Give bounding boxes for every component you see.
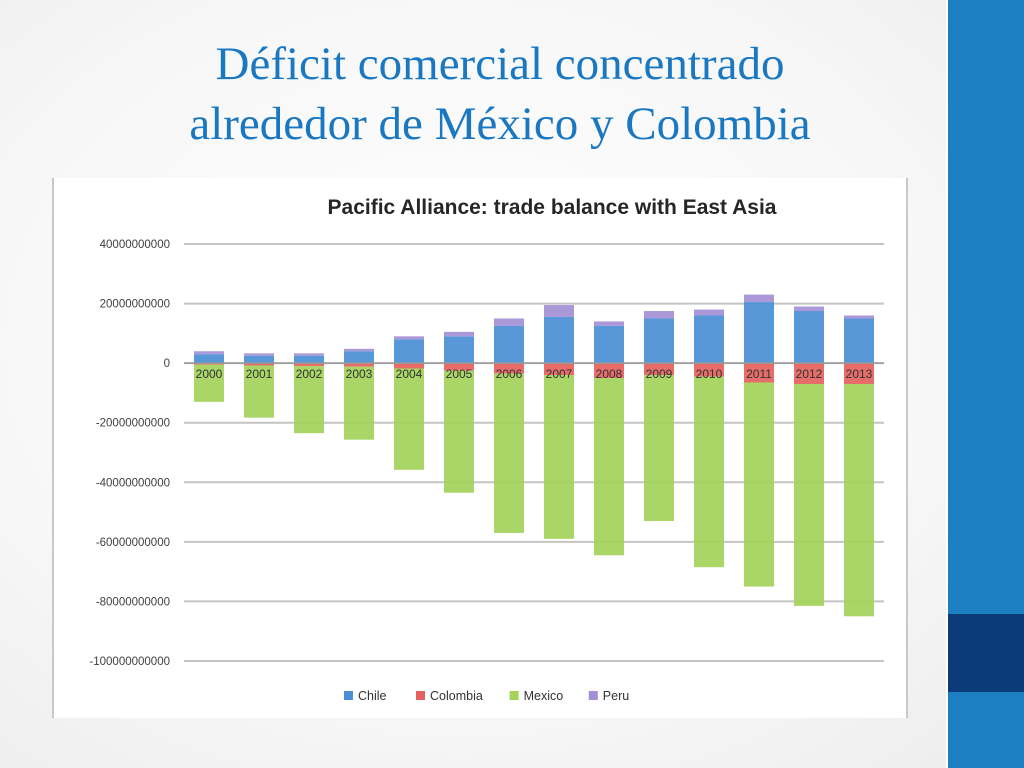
bar-colombia-2013 — [844, 363, 874, 384]
x-tick-label: 2011 — [746, 367, 772, 381]
x-tick-label: 2000 — [196, 367, 223, 381]
bar-mexico-2003 — [344, 366, 374, 440]
bar-peru-2009 — [644, 311, 674, 319]
bar-chile-2000 — [194, 354, 224, 364]
bar-peru-2007 — [544, 305, 574, 317]
bar-chile-2013 — [844, 318, 874, 364]
legend-label-colombia: Colombia — [430, 689, 483, 703]
x-tick-label: 2012 — [796, 367, 823, 381]
bar-mexico-2007 — [544, 375, 574, 539]
bar-colombia-2001 — [244, 363, 274, 366]
slide-title-line-1: Déficit comercial concentrado — [215, 38, 785, 90]
bar-chile-2010 — [694, 315, 724, 364]
legend-swatch-peru — [588, 691, 598, 700]
bar-mexico-2013 — [844, 383, 874, 617]
bar-peru-2006 — [494, 318, 524, 326]
x-tick-label: 2009 — [646, 367, 673, 381]
bar-chile-2012 — [794, 311, 824, 364]
bar-peru-2008 — [594, 321, 624, 326]
bar-colombia-2010 — [694, 363, 724, 377]
bar-chile-2001 — [244, 355, 274, 364]
bar-peru-2003 — [344, 348, 374, 352]
bar-chile-2005 — [444, 336, 474, 364]
x-tick-label: 2003 — [346, 367, 373, 381]
bar-chile-2006 — [494, 325, 524, 364]
y-tick-label: 40000000000 — [100, 239, 170, 251]
bar-colombia-2012 — [794, 363, 824, 384]
bar-mexico-2009 — [644, 375, 674, 522]
bar-mexico-2008 — [594, 378, 624, 556]
bar-peru-2002 — [294, 353, 324, 356]
x-tick-label: 2002 — [296, 367, 323, 381]
bar-chile-2011 — [744, 302, 774, 364]
x-tick-label: 2007 — [546, 367, 573, 381]
x-tick-label: 2006 — [496, 367, 523, 381]
chart-frame: Pacific Alliance: trade balance with Eas… — [52, 178, 908, 718]
bar-colombia-2008 — [594, 363, 624, 379]
bar-mexico-2011 — [744, 382, 774, 587]
bar-mexico-2000 — [194, 364, 224, 402]
bar-peru-2005 — [444, 331, 474, 337]
bar-peru-2004 — [394, 336, 424, 340]
bar-chile-2007 — [544, 316, 574, 364]
bar-colombia-2007 — [544, 363, 574, 376]
x-tick-label: 2010 — [696, 367, 723, 381]
slide-title-line-2: alrededor de México y Colombia — [189, 98, 811, 150]
y-tick-label: -80000000000 — [96, 596, 170, 608]
side-bar-divider — [946, 0, 948, 768]
bar-colombia-2005 — [444, 363, 474, 371]
bar-peru-2000 — [194, 351, 224, 355]
bar-mexico-2006 — [494, 373, 524, 533]
legend-swatch-mexico — [509, 691, 519, 700]
trade-balance-chart: Pacific Alliance: trade balance with Eas… — [89, 196, 884, 703]
bar-mexico-2002 — [294, 366, 324, 434]
bar-colombia-2002 — [294, 363, 324, 367]
legend-label-chile: Chile — [358, 689, 387, 703]
x-tick-label: 2005 — [446, 367, 473, 381]
bar-chile-2003 — [344, 351, 374, 364]
side-bar-accent — [948, 614, 1024, 692]
bar-mexico-2001 — [244, 365, 274, 418]
x-tick-label: 2013 — [846, 367, 873, 381]
x-tick-label: 2001 — [246, 367, 273, 381]
bar-colombia-2009 — [644, 363, 674, 376]
y-tick-label: 0 — [164, 358, 170, 370]
bar-peru-2010 — [694, 309, 724, 316]
legend-swatch-chile — [344, 691, 353, 700]
bar-peru-2011 — [744, 294, 774, 303]
bar-mexico-2005 — [444, 370, 474, 493]
bar-mexico-2010 — [694, 376, 724, 568]
y-tick-label: -100000000000 — [89, 656, 170, 668]
y-tick-label: -20000000000 — [96, 418, 170, 430]
bar-chile-2002 — [294, 355, 324, 364]
bar-peru-2013 — [844, 315, 874, 319]
chart-title: Pacific Alliance: trade balance with Eas… — [328, 196, 777, 219]
bar-colombia-2006 — [494, 363, 524, 374]
bar-colombia-2011 — [744, 363, 774, 383]
x-tick-label: 2008 — [596, 367, 623, 381]
bar-colombia-2003 — [344, 363, 374, 367]
legend-label-mexico: Mexico — [524, 689, 564, 703]
bar-peru-2001 — [244, 353, 274, 356]
bar-mexico-2004 — [394, 368, 424, 470]
slide-title: Déficit comercial concentrado alrededor … — [60, 34, 940, 154]
y-tick-label: -40000000000 — [96, 477, 170, 489]
bar-peru-2012 — [794, 306, 824, 312]
y-tick-label: -60000000000 — [96, 537, 170, 549]
legend-swatch-colombia — [416, 691, 425, 700]
x-tick-label: 2004 — [396, 367, 423, 381]
bar-mexico-2012 — [794, 383, 824, 606]
bar-chile-2009 — [644, 318, 674, 364]
legend-label-peru: Peru — [603, 689, 629, 703]
bar-colombia-2004 — [394, 363, 424, 369]
bar-chile-2008 — [594, 325, 624, 364]
bar-chile-2004 — [394, 339, 424, 364]
y-tick-label: 20000000000 — [100, 299, 170, 311]
